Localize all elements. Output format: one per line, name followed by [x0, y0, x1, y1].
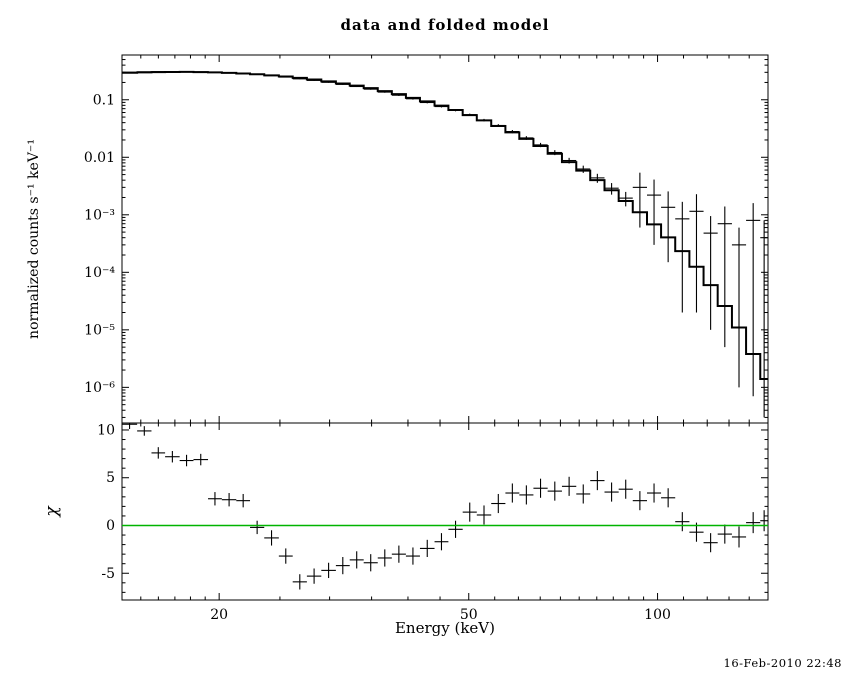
- residuals-panel: [122, 423, 768, 590]
- y-axis-label-bottom: χ: [42, 505, 62, 518]
- svg-text:-5: -5: [101, 566, 115, 582]
- svg-text:20: 20: [210, 607, 228, 623]
- svg-text:10⁻⁵: 10⁻⁵: [84, 322, 115, 338]
- x-axis-label: Energy (keV): [395, 619, 495, 637]
- y-axis-label-top: normalized counts s⁻¹ keV⁻¹: [26, 139, 42, 339]
- plot-timestamp: 16-Feb-2010 22:48: [723, 656, 842, 670]
- svg-text:5: 5: [106, 470, 115, 486]
- svg-text:50: 50: [460, 607, 478, 623]
- data-points: [122, 71, 768, 418]
- svg-text:10: 10: [97, 422, 115, 438]
- svg-text:10⁻³: 10⁻³: [84, 207, 115, 223]
- chart-title: data and folded model: [340, 16, 550, 34]
- svg-text:10⁻⁶: 10⁻⁶: [84, 380, 115, 396]
- residual-points: [122, 423, 768, 590]
- axis-ticks: [122, 55, 768, 600]
- svg-text:10⁻⁴: 10⁻⁴: [84, 265, 115, 281]
- panel-frames: [121, 54, 769, 601]
- axis-labels: 20 50 1000.10.0110⁻³10⁻⁴10⁻⁵10⁻⁶1050-5norm…: [26, 92, 671, 637]
- svg-text:0.1: 0.1: [93, 92, 115, 108]
- svg-text:100: 100: [644, 607, 671, 623]
- svg-text:0: 0: [106, 518, 115, 534]
- svg-text:0.01: 0.01: [84, 150, 115, 166]
- folded-model-line: [122, 70, 768, 380]
- spectrum-panel: [122, 70, 768, 418]
